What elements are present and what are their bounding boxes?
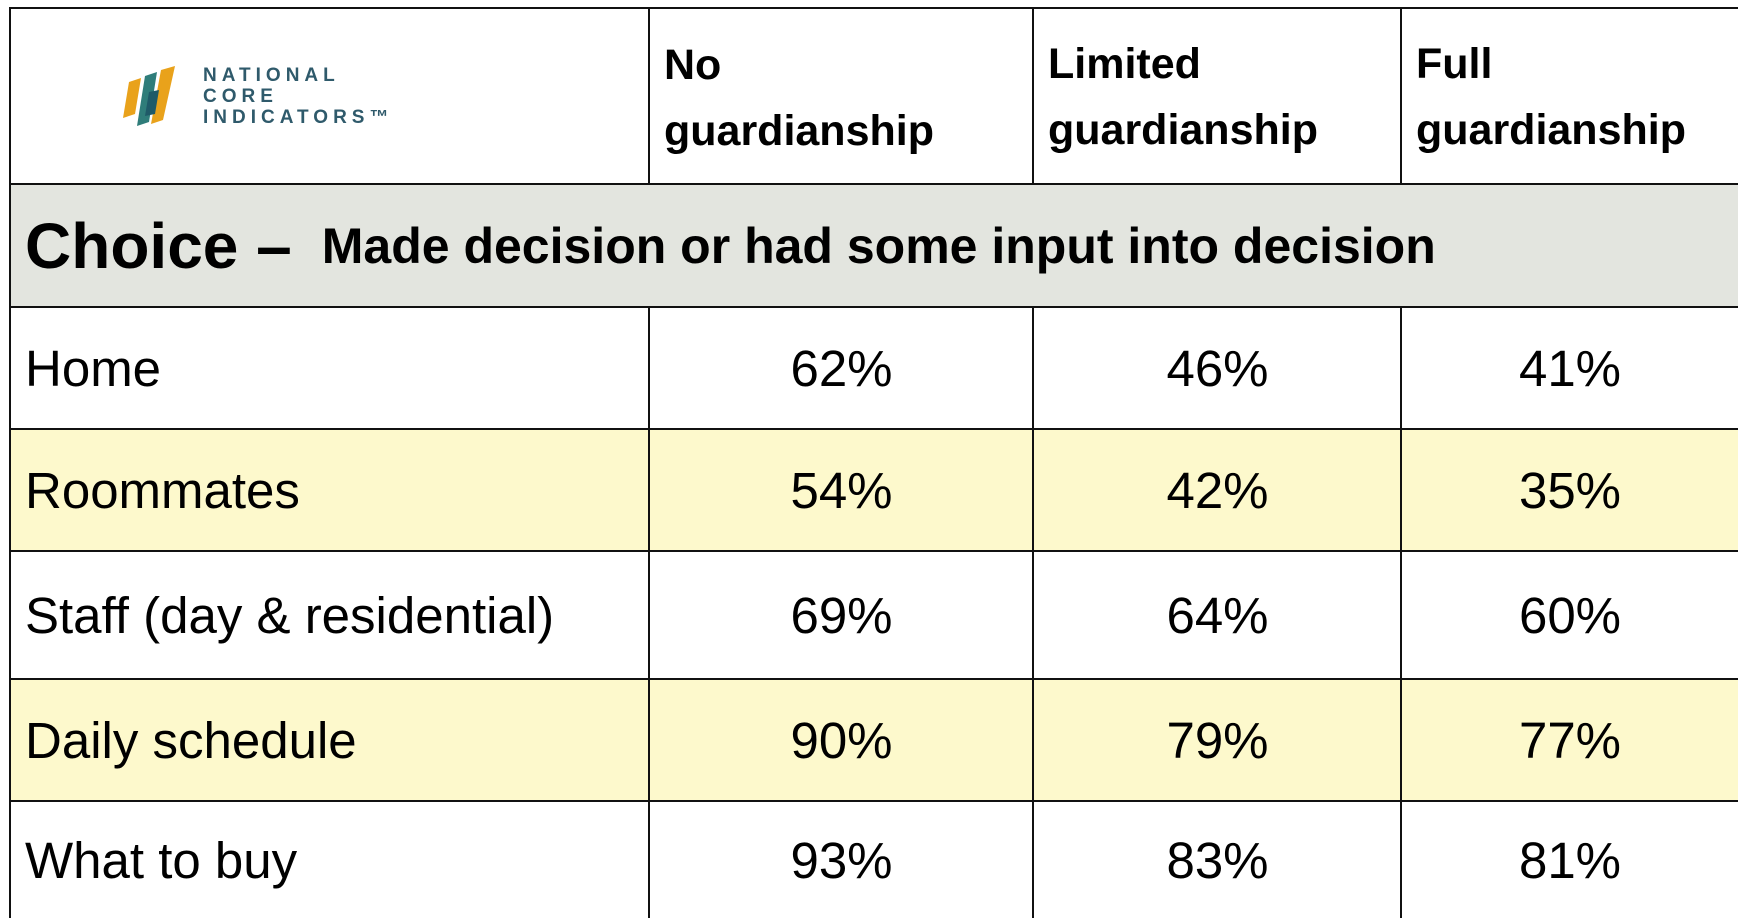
column-header: Limited guardianship bbox=[1032, 7, 1401, 184]
value-cell: 79% bbox=[1032, 678, 1401, 801]
value-cell: 46% bbox=[1032, 306, 1401, 429]
logo-text: NATIONAL CORE INDICATORS™ bbox=[203, 65, 393, 128]
row-label: Roommates bbox=[9, 428, 649, 551]
value-cell: 60% bbox=[1400, 550, 1738, 679]
row-label: What to buy bbox=[9, 800, 649, 918]
value-cell: 81% bbox=[1400, 800, 1738, 918]
row-label: Staff (day & residential) bbox=[9, 550, 649, 679]
logo-cell: NATIONAL CORE INDICATORS™ bbox=[9, 7, 649, 184]
value-cell: 83% bbox=[1032, 800, 1401, 918]
column-header: Full guardianship bbox=[1400, 7, 1738, 184]
value-cell: 62% bbox=[648, 306, 1033, 429]
logo-mark bbox=[123, 65, 175, 126]
row-label: Home bbox=[9, 306, 649, 429]
value-cell: 93% bbox=[648, 800, 1033, 918]
value-cell: 41% bbox=[1400, 306, 1738, 429]
value-cell: 90% bbox=[648, 678, 1033, 801]
row-label: Daily schedule bbox=[9, 678, 649, 801]
column-header: No guardianship bbox=[648, 7, 1034, 186]
logo-line: INDICATORS™ bbox=[203, 107, 394, 128]
logo-line: NATIONAL bbox=[203, 65, 340, 86]
value-cell: 64% bbox=[1032, 550, 1401, 679]
value-cell: 77% bbox=[1400, 678, 1738, 801]
value-cell: 35% bbox=[1400, 428, 1738, 551]
section-subtitle: Made decision or had some input into dec… bbox=[321, 218, 1436, 274]
value-cell: 54% bbox=[648, 428, 1033, 551]
section-title: Choice – bbox=[25, 210, 292, 282]
logo-line: CORE bbox=[203, 86, 278, 107]
value-cell: 42% bbox=[1032, 428, 1401, 551]
section-row: Choice – Made decision or had some input… bbox=[9, 183, 1738, 307]
value-cell: 69% bbox=[648, 550, 1033, 679]
